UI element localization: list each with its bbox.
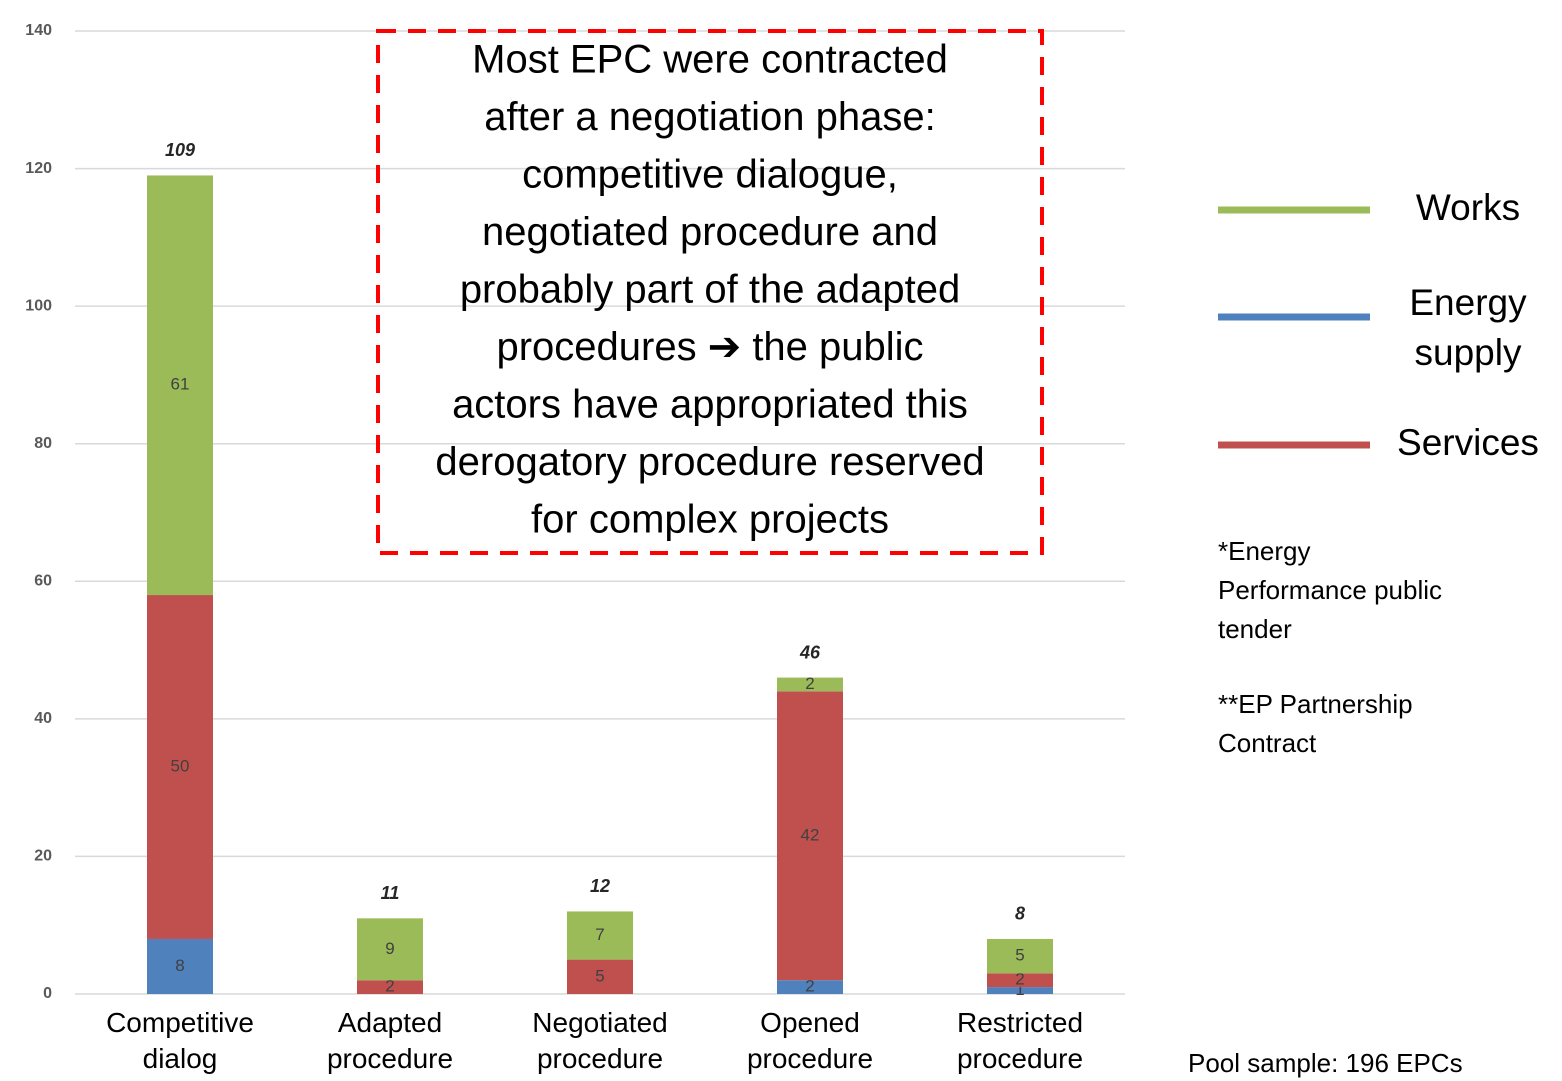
legend-label: Energy supply bbox=[1409, 282, 1527, 373]
bar-segment bbox=[567, 959, 633, 994]
segment-label: 2 bbox=[805, 674, 814, 693]
bar-segment bbox=[567, 911, 633, 960]
bar-segment bbox=[357, 918, 423, 981]
y-tick-label: 80 bbox=[34, 435, 52, 452]
annotation-line: Most EPC were contracted bbox=[472, 38, 948, 82]
total-label: 46 bbox=[799, 642, 821, 662]
annotation-line: competitive dialogue, bbox=[522, 153, 898, 197]
x-tick-label: Negotiated procedure bbox=[532, 1007, 667, 1074]
y-tick-label: 0 bbox=[43, 985, 52, 1002]
note-line: Performance public bbox=[1218, 575, 1442, 605]
segment-label: 2 bbox=[1015, 970, 1024, 989]
bar-segment bbox=[777, 691, 843, 981]
total-label: 12 bbox=[590, 876, 610, 896]
y-tick-label: 120 bbox=[25, 160, 52, 177]
annotation-line: negotiated procedure and bbox=[482, 210, 938, 254]
annotation-line: derogatory procedure reserved bbox=[435, 440, 984, 484]
bar-segment bbox=[987, 987, 1053, 994]
y-tick-label: 40 bbox=[34, 710, 52, 727]
note-line: Contract bbox=[1218, 728, 1317, 758]
bar-segment bbox=[147, 175, 213, 596]
annotation-line: after a negotiation phase: bbox=[484, 95, 935, 139]
segment-label: 2 bbox=[385, 977, 394, 996]
segment-label: 2 bbox=[805, 977, 814, 996]
segment-label: 50 bbox=[171, 756, 190, 775]
segment-label: 42 bbox=[801, 825, 820, 844]
note-line: *Energy bbox=[1218, 536, 1311, 566]
segment-label: 8 bbox=[175, 956, 184, 975]
annotation-line: for complex projects bbox=[531, 498, 889, 542]
note-line: tender bbox=[1218, 614, 1292, 644]
total-label: 109 bbox=[165, 140, 195, 160]
segment-label: 5 bbox=[595, 966, 604, 985]
y-tick-label: 100 bbox=[25, 297, 52, 314]
segment-label: 9 bbox=[385, 939, 394, 958]
annotation-box bbox=[376, 29, 1044, 555]
annotation-line: probably part of the adapted bbox=[460, 268, 960, 312]
bar-segment bbox=[987, 938, 1053, 974]
bar-segment bbox=[777, 677, 843, 692]
note-line: **EP Partnership bbox=[1218, 689, 1413, 719]
segment-label: 5 bbox=[1015, 946, 1024, 965]
x-tick-label: Restricted procedure bbox=[957, 1007, 1083, 1074]
segment-label: 1 bbox=[1015, 980, 1024, 999]
footnote: Pool sample: 196 EPCs bbox=[1188, 1048, 1463, 1078]
bar-segment bbox=[147, 938, 213, 994]
segment-label: 61 bbox=[171, 375, 190, 394]
x-tick-label: Adapted procedure bbox=[327, 1007, 453, 1074]
legend-label: Works bbox=[1416, 187, 1520, 228]
bar-segment bbox=[147, 595, 213, 939]
y-tick-label: 60 bbox=[34, 573, 52, 590]
legend-label: Services bbox=[1397, 422, 1539, 463]
bar-segment bbox=[777, 980, 843, 994]
bar-segment bbox=[987, 973, 1053, 988]
segment-label: 7 bbox=[595, 925, 604, 944]
y-tick-label: 140 bbox=[25, 22, 52, 39]
x-tick-label: Competitive dialog bbox=[106, 1007, 254, 1074]
y-tick-label: 20 bbox=[34, 848, 52, 865]
bar-segment bbox=[357, 980, 423, 994]
total-label: 11 bbox=[381, 883, 400, 903]
annotation-line: procedures ➔ the public bbox=[496, 325, 923, 369]
annotation-line: actors have appropriated this bbox=[452, 383, 968, 427]
x-tick-label: Opened procedure bbox=[747, 1007, 873, 1074]
total-label: 8 bbox=[1015, 904, 1025, 924]
